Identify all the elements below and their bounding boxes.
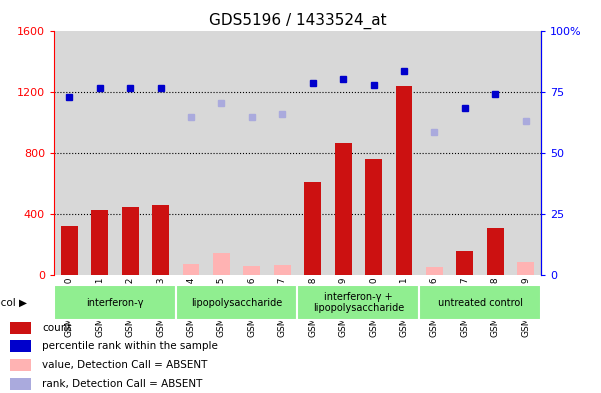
Bar	[426, 268, 443, 275]
Bar	[61, 226, 78, 275]
Text: interferon-γ +
lipopolysaccharide: interferon-γ + lipopolysaccharide	[313, 292, 404, 313]
Bar	[10, 340, 31, 352]
Text: protocol ▶: protocol ▶	[0, 298, 27, 308]
Bar	[297, 31, 328, 275]
Text: percentile rank within the sample: percentile rank within the sample	[42, 342, 218, 351]
Bar	[91, 209, 108, 275]
Bar	[328, 31, 358, 275]
Bar	[365, 159, 382, 275]
Bar	[10, 322, 31, 334]
Bar	[10, 378, 31, 389]
Bar	[183, 264, 200, 275]
Bar	[419, 285, 541, 320]
Bar	[122, 208, 138, 275]
Bar	[176, 285, 297, 320]
Bar	[480, 31, 510, 275]
Bar	[419, 31, 450, 275]
Bar	[517, 262, 534, 275]
Bar	[510, 31, 541, 275]
Bar	[145, 31, 175, 275]
Bar	[389, 31, 419, 275]
Title: GDS5196 / 1433524_at: GDS5196 / 1433524_at	[209, 13, 386, 29]
Bar	[297, 285, 419, 320]
Bar	[395, 86, 412, 275]
Bar	[10, 359, 31, 371]
Text: untreated control: untreated control	[438, 298, 522, 308]
Bar	[85, 31, 115, 275]
Bar	[213, 253, 230, 275]
Bar	[487, 228, 504, 275]
Bar	[450, 31, 480, 275]
Bar	[54, 31, 85, 275]
Text: interferon-γ: interferon-γ	[86, 298, 144, 308]
Bar	[274, 265, 291, 275]
Text: count: count	[42, 323, 72, 332]
Bar	[176, 31, 206, 275]
Bar	[206, 31, 237, 275]
Text: lipopolysaccharide: lipopolysaccharide	[191, 298, 282, 308]
Bar	[152, 205, 169, 275]
Text: rank, Detection Call = ABSENT: rank, Detection Call = ABSENT	[42, 379, 203, 389]
Bar	[54, 285, 176, 320]
Bar	[115, 31, 145, 275]
Bar	[237, 31, 267, 275]
Bar	[304, 182, 321, 275]
Bar	[243, 266, 260, 275]
Bar	[335, 143, 352, 275]
Bar	[457, 252, 473, 275]
Text: value, Detection Call = ABSENT: value, Detection Call = ABSENT	[42, 360, 207, 370]
Bar	[267, 31, 297, 275]
Bar	[358, 31, 389, 275]
